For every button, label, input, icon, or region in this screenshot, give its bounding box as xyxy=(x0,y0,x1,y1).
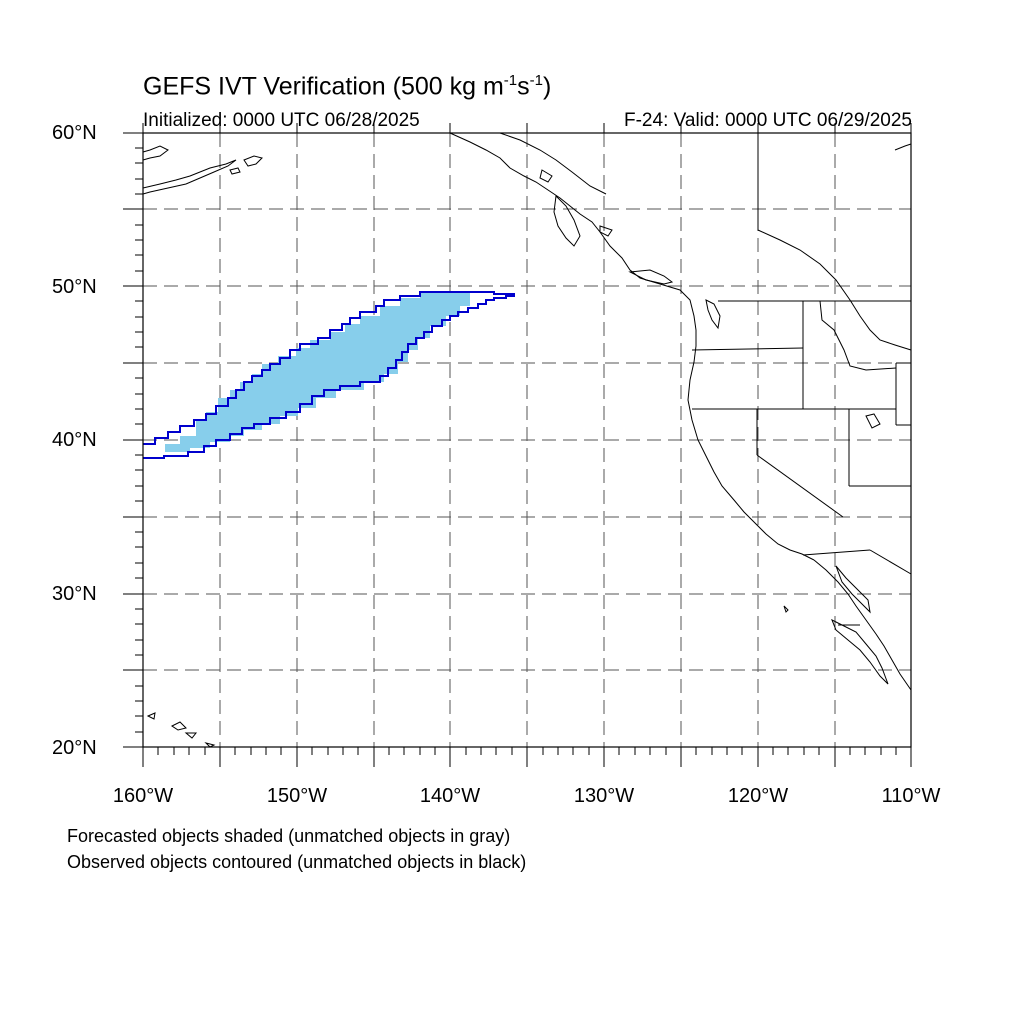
initialized-time: Initialized: 0000 UTC 06/28/2025 xyxy=(143,110,420,131)
coastlines xyxy=(142,132,912,748)
axis-ticks xyxy=(123,123,912,767)
map-title: GEFS IVT Verification (500 kg m-1s-1) xyxy=(143,72,552,101)
state-boundaries xyxy=(691,300,912,626)
legend-forecast: Forecasted objects shaded (unmatched obj… xyxy=(67,826,511,846)
lat-label-40n: 40°N xyxy=(52,429,97,451)
lat-label-30n: 30°N xyxy=(52,583,97,605)
valid-time: F-24: Valid: 0000 UTC 06/29/2025 xyxy=(624,110,912,131)
lat-label-50n: 50°N xyxy=(52,276,97,298)
gridlines xyxy=(143,133,911,747)
lat-label-60n: 60°N xyxy=(52,122,97,144)
lon-label-160w: 160°W xyxy=(112,785,174,807)
observed-object-contour xyxy=(143,291,515,459)
legend-observed: Observed objects contoured (unmatched ob… xyxy=(67,852,527,872)
lon-label-120w: 120°W xyxy=(727,785,789,807)
lat-label-20n: 20°N xyxy=(52,737,97,759)
lon-label-150w: 150°W xyxy=(266,785,328,807)
lon-label-140w: 140°W xyxy=(419,785,481,807)
lon-label-110w: 110°W xyxy=(881,785,941,807)
forecast-object xyxy=(165,293,470,452)
lon-label-130w: 130°W xyxy=(573,785,635,807)
